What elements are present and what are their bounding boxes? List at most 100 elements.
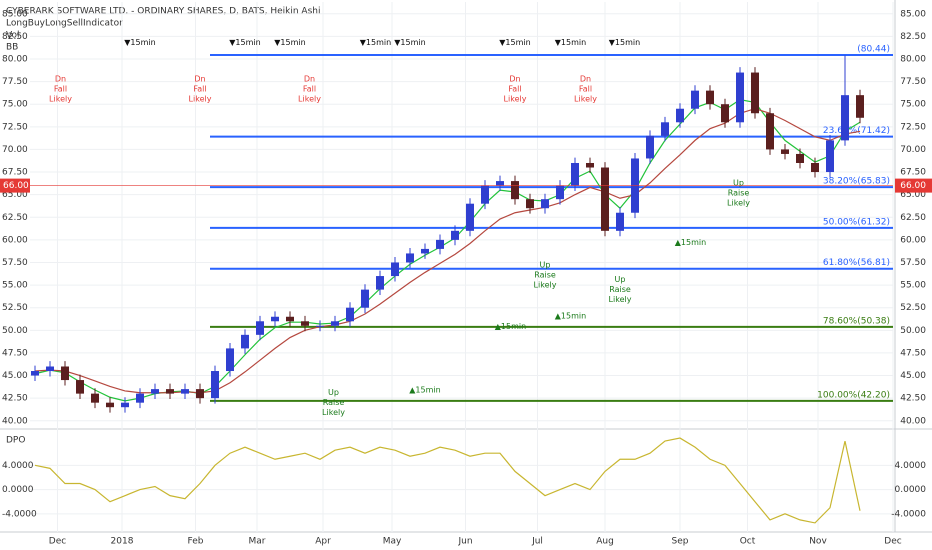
y-tick-label: 72.50 bbox=[2, 122, 28, 132]
candle-body bbox=[391, 262, 399, 277]
y-tick-label: 62.50 bbox=[2, 213, 28, 223]
signal-annotation: Likely bbox=[504, 94, 527, 103]
candle-body bbox=[661, 122, 669, 136]
signal-annotation: ▲15min bbox=[675, 238, 706, 247]
candle-body bbox=[376, 276, 384, 290]
candle-body bbox=[406, 253, 414, 263]
y-tick-label: 85.00 bbox=[900, 9, 926, 19]
candle-body bbox=[226, 348, 234, 372]
candle-body bbox=[76, 380, 84, 394]
y-tick-label: 75.00 bbox=[900, 100, 926, 110]
candle-body bbox=[271, 316, 279, 322]
x-tick-label: Sep bbox=[672, 537, 689, 547]
fib-label: (80.44) bbox=[857, 45, 890, 55]
signal-annotation: ▼15min bbox=[555, 38, 586, 47]
x-tick-label: 2018 bbox=[111, 537, 134, 547]
candle-body bbox=[436, 239, 444, 249]
candle-body bbox=[511, 181, 519, 200]
price-tag-label: 66.00 bbox=[900, 181, 926, 191]
chart-title: CYBERARK SOFTWARE LTD. - ORDINARY SHARES… bbox=[6, 7, 320, 17]
candle-body bbox=[211, 371, 219, 399]
candle-body bbox=[856, 95, 864, 118]
signal-annotation: ▲15min bbox=[495, 322, 526, 331]
candle-body bbox=[751, 72, 759, 114]
signal-annotation: ▼15min bbox=[360, 38, 391, 47]
price-tag-box bbox=[0, 178, 30, 193]
indicator-label: BB bbox=[6, 43, 18, 53]
y-tick-label: 82.50 bbox=[2, 32, 28, 42]
candle-body bbox=[166, 389, 174, 394]
signal-annotation: Raise bbox=[728, 188, 750, 197]
candle-body bbox=[571, 162, 579, 186]
y-tick-label: 4.0000 bbox=[2, 461, 34, 471]
signal-annotation: Fall bbox=[54, 84, 67, 93]
signal-annotation: Likely bbox=[609, 295, 632, 304]
y-tick-label: 4.0000 bbox=[895, 461, 927, 471]
y-tick-label: 82.50 bbox=[900, 32, 926, 42]
candle-body bbox=[46, 366, 54, 372]
candle-body bbox=[556, 185, 564, 200]
indicator-label: LongBuyLongSellIndicator bbox=[6, 19, 123, 29]
price-tag-label: 66.00 bbox=[3, 181, 29, 191]
pane-title: DPO bbox=[6, 436, 25, 446]
signal-annotation: Raise bbox=[323, 398, 345, 407]
x-tick-label: Apr bbox=[315, 537, 331, 547]
candle-body bbox=[181, 389, 189, 394]
y-tick-label: 65.00 bbox=[2, 190, 28, 200]
signal-annotation: Fall bbox=[579, 84, 592, 93]
x-tick-label: Mar bbox=[249, 537, 266, 547]
candle-body bbox=[826, 140, 834, 173]
y-tick-label: 75.00 bbox=[2, 100, 28, 110]
y-tick-label: 70.00 bbox=[900, 145, 926, 155]
y-tick-label: 40.00 bbox=[2, 416, 28, 426]
signal-annotation: Up bbox=[733, 178, 744, 187]
candle-body bbox=[796, 153, 804, 163]
y-tick-label: 52.50 bbox=[2, 303, 28, 313]
candle-body bbox=[766, 113, 774, 150]
y-tick-label: 60.00 bbox=[900, 235, 926, 245]
x-tick-label: Jun bbox=[457, 537, 472, 547]
candle-body bbox=[301, 321, 309, 326]
y-tick-label: 77.50 bbox=[900, 77, 926, 87]
y-tick-label: -4.0000 bbox=[891, 509, 926, 519]
y-tick-label: 47.50 bbox=[2, 348, 28, 358]
signal-annotation: ▼15min bbox=[274, 38, 305, 47]
candle-body bbox=[481, 185, 489, 204]
y-tick-label: 65.00 bbox=[900, 190, 926, 200]
candle-body bbox=[256, 321, 264, 335]
candle-body bbox=[451, 230, 459, 240]
x-tick-label: Oct bbox=[740, 537, 756, 547]
candle-body bbox=[316, 325, 324, 327]
signal-annotation: Raise bbox=[534, 271, 556, 280]
candle-body bbox=[616, 212, 624, 231]
y-tick-label: 70.00 bbox=[2, 145, 28, 155]
candle-body bbox=[841, 95, 849, 141]
fib-label: 50.00%(61.32) bbox=[823, 217, 890, 227]
candle-body bbox=[151, 389, 159, 394]
signal-annotation: Fall bbox=[508, 84, 521, 93]
candle-body bbox=[361, 289, 369, 308]
candle-body bbox=[586, 162, 594, 168]
candle-body bbox=[721, 104, 729, 123]
signal-annotation: Likely bbox=[322, 408, 345, 417]
y-tick-label: 62.50 bbox=[900, 213, 926, 223]
candle-body bbox=[466, 203, 474, 231]
candle-body bbox=[601, 167, 609, 231]
signal-annotation: Likely bbox=[189, 94, 212, 103]
signal-annotation: Dn bbox=[194, 74, 205, 83]
y-tick-label: 60.00 bbox=[2, 235, 28, 245]
y-tick-label: 57.50 bbox=[2, 258, 28, 268]
y-tick-label: 55.00 bbox=[2, 281, 28, 291]
x-tick-label: Feb bbox=[188, 537, 204, 547]
y-tick-label: 57.50 bbox=[900, 258, 926, 268]
y-tick-label: 77.50 bbox=[2, 77, 28, 87]
signal-annotation: ▲15min bbox=[409, 386, 440, 395]
signal-annotation: Fall bbox=[303, 84, 316, 93]
signal-annotation: Up bbox=[540, 261, 551, 270]
signal-annotation: Up bbox=[328, 388, 339, 397]
candle-body bbox=[526, 199, 534, 209]
signal-annotation: Dn bbox=[55, 74, 66, 83]
signal-annotation: Likely bbox=[727, 198, 750, 207]
signal-annotation: Likely bbox=[574, 94, 597, 103]
